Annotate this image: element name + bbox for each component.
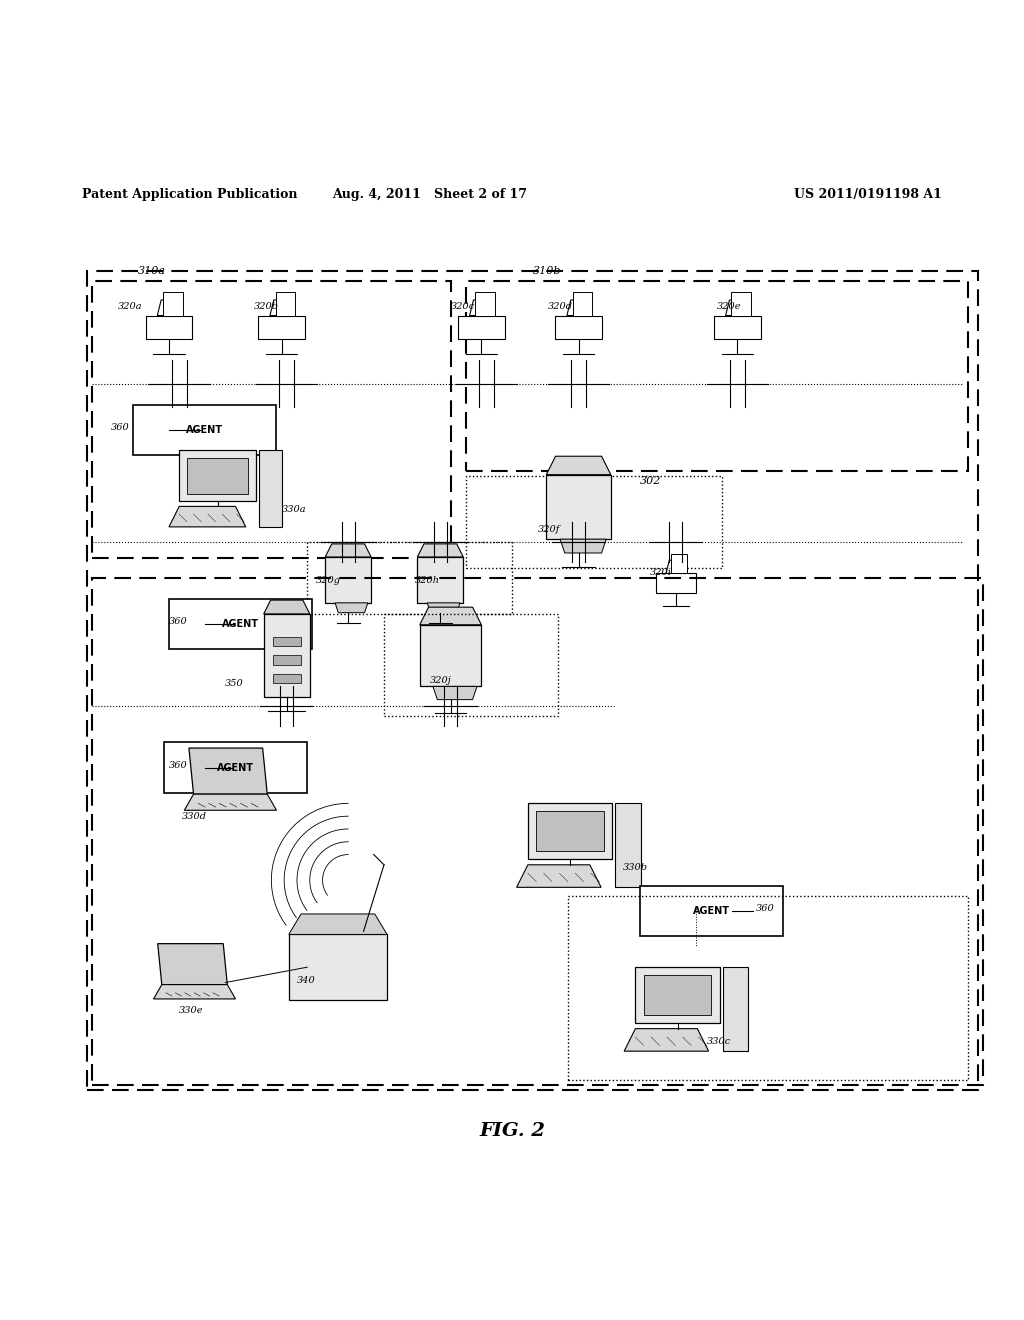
Text: 330a: 330a xyxy=(282,504,306,513)
Polygon shape xyxy=(420,624,481,686)
Text: AGENT: AGENT xyxy=(186,425,223,434)
Polygon shape xyxy=(272,656,301,664)
Text: 320h: 320h xyxy=(415,577,439,585)
Text: 350: 350 xyxy=(225,678,244,688)
Text: 360: 360 xyxy=(169,618,187,626)
Polygon shape xyxy=(264,601,310,614)
Text: 340: 340 xyxy=(297,975,315,985)
Text: 320f: 320f xyxy=(538,525,560,535)
Polygon shape xyxy=(567,300,590,315)
Text: 320d: 320d xyxy=(548,302,572,310)
Polygon shape xyxy=(289,913,387,935)
Polygon shape xyxy=(547,457,610,475)
Polygon shape xyxy=(154,985,236,999)
Polygon shape xyxy=(258,450,282,527)
Text: Aug. 4, 2011   Sheet 2 of 17: Aug. 4, 2011 Sheet 2 of 17 xyxy=(333,187,527,201)
Polygon shape xyxy=(158,944,227,985)
Text: 320e: 320e xyxy=(717,302,741,310)
Polygon shape xyxy=(418,557,463,603)
FancyBboxPatch shape xyxy=(133,404,276,454)
Polygon shape xyxy=(470,300,493,315)
Text: 330b: 330b xyxy=(623,863,647,873)
Polygon shape xyxy=(644,975,712,1015)
Polygon shape xyxy=(666,560,686,573)
Text: 320c: 320c xyxy=(451,302,475,310)
Text: Patent Application Publication: Patent Application Publication xyxy=(82,187,297,201)
Polygon shape xyxy=(184,795,276,810)
Text: 330e: 330e xyxy=(179,1006,204,1015)
Polygon shape xyxy=(625,1028,709,1051)
Polygon shape xyxy=(615,803,641,887)
Polygon shape xyxy=(275,292,295,315)
Text: 320g: 320g xyxy=(315,577,340,585)
Polygon shape xyxy=(272,673,301,682)
Polygon shape xyxy=(537,812,604,850)
Polygon shape xyxy=(635,966,720,1023)
Text: 330c: 330c xyxy=(707,1038,731,1045)
Polygon shape xyxy=(458,315,505,339)
Polygon shape xyxy=(427,603,460,612)
Text: 330d: 330d xyxy=(182,812,207,821)
Polygon shape xyxy=(169,507,246,527)
Text: 360: 360 xyxy=(111,422,129,432)
Polygon shape xyxy=(555,315,602,339)
Polygon shape xyxy=(270,300,293,315)
Text: 320b: 320b xyxy=(254,302,279,310)
Text: AGENT: AGENT xyxy=(222,619,259,630)
Text: 310b: 310b xyxy=(532,265,561,276)
Polygon shape xyxy=(420,607,481,624)
Polygon shape xyxy=(547,475,610,539)
Polygon shape xyxy=(516,865,601,887)
Polygon shape xyxy=(326,557,371,603)
Text: 320i: 320i xyxy=(650,568,672,577)
Polygon shape xyxy=(723,966,748,1051)
Polygon shape xyxy=(418,544,463,557)
FancyBboxPatch shape xyxy=(164,742,307,792)
Polygon shape xyxy=(326,544,371,557)
Polygon shape xyxy=(188,748,267,795)
Polygon shape xyxy=(258,315,305,339)
Polygon shape xyxy=(272,638,301,647)
Polygon shape xyxy=(726,300,749,315)
FancyBboxPatch shape xyxy=(640,886,783,936)
Text: 310a: 310a xyxy=(138,265,166,276)
Polygon shape xyxy=(714,315,761,339)
Polygon shape xyxy=(731,292,751,315)
Polygon shape xyxy=(656,573,695,593)
Polygon shape xyxy=(179,450,256,502)
Text: AGENT: AGENT xyxy=(217,763,254,772)
Polygon shape xyxy=(335,603,368,612)
Text: US 2011/0191198 A1: US 2011/0191198 A1 xyxy=(795,187,942,201)
Polygon shape xyxy=(289,935,387,1001)
Polygon shape xyxy=(264,614,310,697)
Polygon shape xyxy=(158,300,180,315)
Text: 320a: 320a xyxy=(118,302,142,310)
Text: AGENT: AGENT xyxy=(693,906,730,916)
Polygon shape xyxy=(560,539,606,553)
Polygon shape xyxy=(671,553,687,573)
Polygon shape xyxy=(186,458,248,494)
Text: 302: 302 xyxy=(640,477,662,486)
Polygon shape xyxy=(528,803,612,859)
Text: FIG. 2: FIG. 2 xyxy=(479,1122,545,1140)
Polygon shape xyxy=(145,315,193,339)
Text: 360: 360 xyxy=(756,904,774,913)
Text: 320j: 320j xyxy=(430,676,452,685)
Polygon shape xyxy=(433,686,477,700)
Polygon shape xyxy=(572,292,592,315)
Polygon shape xyxy=(475,292,495,315)
Text: 360: 360 xyxy=(169,760,187,770)
FancyBboxPatch shape xyxy=(169,599,312,649)
Polygon shape xyxy=(163,292,182,315)
